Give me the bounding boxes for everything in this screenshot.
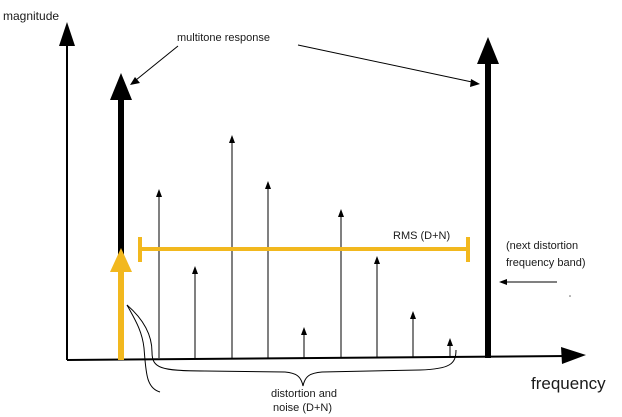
next-band-pointer-arrowhead xyxy=(499,279,507,285)
multitone-arrowhead-1 xyxy=(110,73,132,100)
rms-label: RMS (D+N) xyxy=(393,230,450,242)
multitone-tone-1 xyxy=(118,94,124,360)
distortion-arrowhead xyxy=(192,266,198,274)
distortion-arrowhead xyxy=(265,181,271,189)
multitone-tones xyxy=(110,37,499,360)
pointer-to-tone-1 xyxy=(135,45,179,81)
pointer-arrowhead-2 xyxy=(470,79,480,87)
dn-label-line1: distortion and xyxy=(271,388,337,400)
distortion-components xyxy=(156,135,453,358)
distortion-arrowhead xyxy=(229,135,235,143)
y-axis-label: magnitude xyxy=(3,9,59,23)
rms-level-line xyxy=(138,237,470,262)
rms-reference-arrow xyxy=(110,248,132,360)
distortion-arrowhead xyxy=(338,209,344,217)
next-band-label-line1: (next distortion xyxy=(506,240,578,252)
distortion-arrowhead xyxy=(410,311,416,319)
x-axis-arrowhead xyxy=(561,347,586,364)
distortion-arrowhead xyxy=(447,338,453,346)
x-axis xyxy=(66,355,569,361)
multitone-tone-2 xyxy=(485,58,491,358)
y-axis-arrowhead xyxy=(59,22,75,46)
distortion-arrowhead xyxy=(301,327,307,335)
next-band-pointer xyxy=(499,279,557,285)
stray-dot xyxy=(569,295,571,297)
x-axis-label: frequency xyxy=(531,374,606,393)
rms-reference-arrowhead xyxy=(110,248,132,272)
pointer-to-tone-2 xyxy=(297,44,473,83)
distortion-arrowhead xyxy=(374,256,380,264)
distortion-arrowhead xyxy=(156,189,162,197)
multitone-label: multitone response xyxy=(177,32,270,44)
next-band-label-line2: frequency band) xyxy=(506,257,586,269)
rms-reference-shaft xyxy=(118,268,124,360)
multitone-pointers xyxy=(130,44,480,87)
multitone-arrowhead-2 xyxy=(477,37,499,64)
axes xyxy=(59,22,586,364)
pointer-arrowhead-1 xyxy=(130,77,140,85)
distortion-brace xyxy=(126,304,457,387)
brace-tail xyxy=(126,304,161,393)
dn-label-line2: noise (D+N) xyxy=(273,402,332,414)
